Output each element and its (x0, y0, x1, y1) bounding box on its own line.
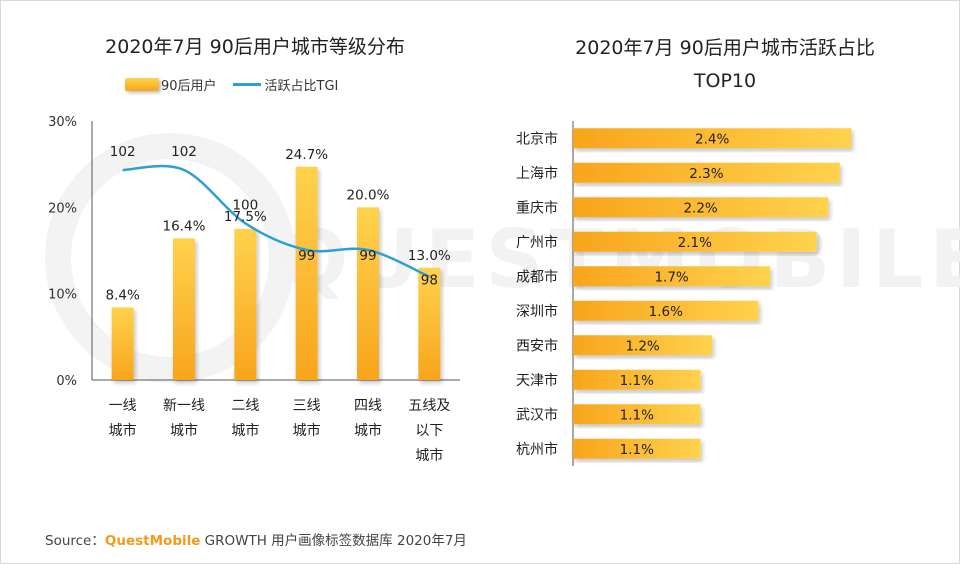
city-label: 杭州市 (516, 441, 558, 458)
bar (234, 228, 257, 380)
city-value-label: 1.1% (620, 373, 654, 389)
legend-line-swatch (232, 83, 261, 86)
city-value-label: 2.4% (695, 131, 729, 147)
tgi-value-label: 99 (359, 248, 376, 264)
city-bar (573, 404, 701, 425)
source-rest: GROWTH 用户画像标签数据库 2020年7月 (200, 533, 467, 549)
city-bar (573, 300, 759, 321)
city-label: 武汉市 (516, 406, 558, 423)
category-label-line: 城市 (415, 447, 443, 464)
category-label-line: 城市 (293, 422, 321, 439)
category-label: 二线城市 (231, 398, 259, 439)
city-value-label: 1.2% (625, 338, 659, 354)
tgi-value-label: 102 (110, 144, 136, 160)
y-tick-label: 20% (48, 201, 77, 216)
city-value-label: 1.6% (649, 304, 683, 320)
city-label: 成都市 (516, 268, 558, 285)
bar-value-label: 20.0% (347, 187, 390, 203)
category-label-line: 四线 (354, 398, 382, 414)
city-bar (573, 266, 771, 287)
bar (111, 307, 134, 380)
category-label-line: 新一线 (163, 398, 205, 414)
city-bar (573, 369, 701, 390)
city-label: 上海市 (516, 165, 558, 182)
category-label: 新一线城市 (163, 398, 205, 439)
legend-line-label: 活跃占比TGI (264, 79, 339, 94)
right-chart-title: 2020年7月 90后用户城市活跃占比 TOP10 (490, 32, 960, 98)
tgi-value-label: 100 (232, 197, 258, 213)
category-label-line: 城市 (109, 422, 137, 439)
category-label-line: 二线 (231, 398, 259, 414)
bar (418, 267, 441, 380)
city-bar (573, 335, 713, 356)
category-label-line: 以下 (415, 423, 443, 439)
source-brand: QuestMobile (104, 533, 201, 549)
category-label-line: 城市 (170, 422, 198, 439)
city-bar (573, 128, 852, 149)
city-value-label: 2.3% (689, 166, 723, 182)
bar-value-label: 24.7% (285, 147, 328, 163)
category-label-line: 城市 (231, 422, 259, 439)
right-title-line-1: 2020年7月 90后用户城市活跃占比 (575, 37, 875, 59)
city-bar (573, 231, 817, 252)
city-value-label: 1.7% (654, 269, 688, 285)
bar-value-label: 17.5% (224, 209, 267, 225)
right-title-line-2: TOP10 (693, 70, 757, 92)
bar-value-label: 8.4% (106, 287, 140, 303)
category-label: 三线城市 (293, 398, 321, 439)
city-label: 北京市 (516, 130, 558, 147)
tgi-value-label: 99 (298, 248, 315, 264)
tgi-value-label: 98 (421, 273, 438, 289)
category-label-line: 三线 (293, 398, 321, 414)
y-tick-label: 30% (48, 115, 77, 130)
left-chart-title: 2020年7月 90后用户城市等级分布 (105, 36, 405, 58)
tgi-line (122, 164, 430, 278)
city-label: 广州市 (516, 234, 558, 251)
category-label-line: 五线及 (408, 398, 450, 414)
city-label: 重庆市 (516, 199, 558, 216)
bar-value-label: 16.4% (163, 218, 206, 234)
tgi-value-label: 102 (171, 144, 197, 160)
city-bar (573, 197, 829, 218)
city-label: 西安市 (516, 337, 558, 354)
category-label: 四线城市 (354, 398, 382, 439)
city-value-label: 1.1% (620, 407, 654, 423)
city-value-label: 2.2% (683, 200, 717, 216)
source-prefix: Source： (45, 533, 105, 549)
bar (295, 166, 318, 380)
source-note: Source：QuestMobile GROWTH 用户画像标签数据库 2020… (45, 529, 467, 549)
bar (173, 238, 195, 380)
city-bar (573, 438, 701, 459)
city-bar (573, 162, 840, 183)
y-tick-label: 10% (48, 288, 77, 303)
city-value-label: 2.1% (678, 235, 712, 251)
category-label: 一线城市 (109, 398, 137, 439)
bar-value-label: 13.0% (408, 248, 451, 264)
category-label-line: 一线 (109, 398, 137, 414)
city-label: 天津市 (516, 372, 558, 389)
chart-legend: 90后用户 活跃占比TGI (125, 75, 338, 94)
city-label: 深圳市 (516, 303, 558, 320)
legend-bar-label: 90后用户 (161, 79, 217, 94)
legend-bar-swatch (125, 78, 159, 91)
category-label-line: 城市 (354, 422, 382, 439)
y-tick-label: 0% (56, 374, 77, 389)
category-label: 五线及以下城市 (408, 398, 450, 464)
city-value-label: 1.1% (620, 442, 654, 458)
